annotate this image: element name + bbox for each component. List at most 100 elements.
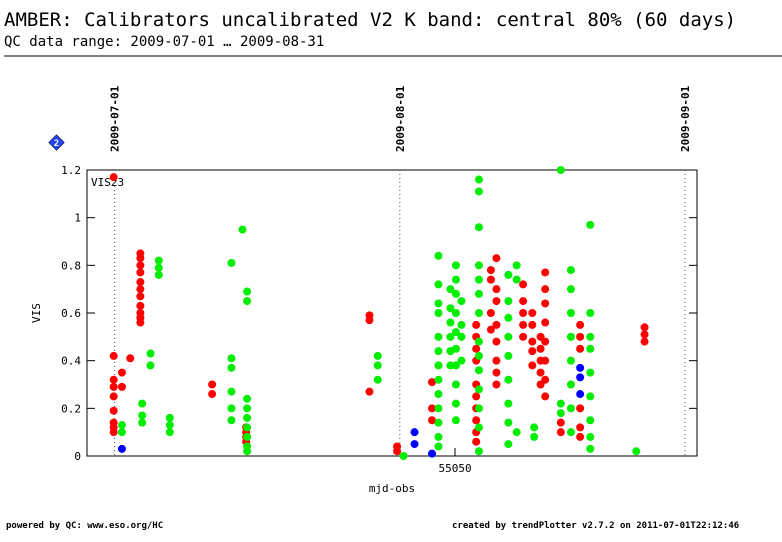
- data-point: [457, 297, 466, 306]
- data-point: [428, 449, 437, 458]
- data-point: [504, 270, 513, 279]
- data-point: [576, 344, 585, 353]
- data-point: [556, 428, 565, 437]
- data-point: [536, 368, 545, 377]
- data-point: [486, 325, 495, 334]
- data-point: [576, 390, 585, 399]
- y-tick-label: 1: [74, 212, 81, 225]
- data-point: [434, 347, 443, 356]
- data-point: [504, 332, 513, 341]
- data-point: [504, 418, 513, 427]
- y-axis-label: VIS: [30, 303, 43, 323]
- data-point: [632, 447, 641, 456]
- date-label: 2009-07-01: [109, 85, 122, 152]
- data-point: [434, 404, 443, 413]
- data-point: [165, 413, 174, 422]
- data-point: [451, 275, 460, 284]
- data-point: [566, 428, 575, 437]
- data-point: [530, 423, 539, 432]
- data-point: [243, 287, 252, 296]
- data-point: [136, 278, 145, 287]
- data-point: [154, 256, 163, 265]
- footer-right: created by trendPlotter v2.7.2 on 2011-0…: [452, 521, 739, 531]
- data-point: [136, 285, 145, 294]
- data-point: [243, 394, 252, 403]
- data-point: [640, 337, 649, 346]
- data-point: [474, 351, 483, 360]
- data-point: [492, 254, 501, 263]
- data-point: [586, 392, 595, 401]
- data-point: [474, 404, 483, 413]
- data-point: [434, 361, 443, 370]
- data-point: [586, 432, 595, 441]
- data-point: [474, 289, 483, 298]
- data-point: [243, 413, 252, 422]
- data-point: [576, 404, 585, 413]
- data-point: [541, 299, 550, 308]
- data-point: [566, 404, 575, 413]
- data-point: [208, 390, 217, 399]
- data-point: [519, 309, 528, 317]
- data-point: [154, 263, 163, 272]
- data-point: [457, 356, 466, 365]
- data-point: [243, 423, 252, 432]
- data-point: [117, 444, 126, 453]
- data-point: [566, 356, 575, 365]
- data-point: [428, 378, 437, 387]
- y-tick-label: 1.2: [61, 164, 81, 177]
- y-tick-label: 0.2: [61, 402, 81, 415]
- data-point: [446, 361, 455, 370]
- data-point: [566, 309, 575, 317]
- data-point: [472, 320, 481, 329]
- data-point: [486, 266, 495, 275]
- footer-left: powered by QC: www.eso.org/HC: [6, 521, 163, 531]
- data-point: [451, 328, 460, 337]
- chart-title: AMBER: Calibrators uncalibrated V2 K ban…: [4, 9, 736, 31]
- data-point: [428, 416, 437, 425]
- data-point: [492, 356, 501, 365]
- data-point: [428, 404, 437, 413]
- data-point: [486, 309, 495, 317]
- data-point: [117, 421, 126, 430]
- data-point: [566, 332, 575, 341]
- data-point: [434, 418, 443, 427]
- data-point: [586, 444, 595, 453]
- data-point: [373, 361, 382, 370]
- data-point: [474, 261, 483, 270]
- data-point: [541, 356, 550, 365]
- data-point: [434, 251, 443, 260]
- data-point: [446, 332, 455, 341]
- data-point: [410, 428, 419, 437]
- data-point: [474, 175, 483, 184]
- chart-subtitle: QC data range: 2009-07-01 … 2009-08-31: [4, 34, 324, 50]
- data-point: [109, 428, 118, 437]
- data-point: [512, 261, 521, 270]
- data-point: [365, 316, 374, 325]
- data-point: [492, 380, 501, 389]
- data-point: [138, 399, 147, 408]
- data-point: [556, 399, 565, 408]
- data-point: [457, 332, 466, 341]
- y-tick-label: 0.4: [61, 355, 81, 368]
- data-point: [227, 363, 236, 372]
- data-point: [109, 173, 118, 182]
- data-point: [136, 318, 145, 327]
- date-label: 2009-08-01: [394, 85, 407, 152]
- data-point: [530, 432, 539, 441]
- data-point: [566, 285, 575, 294]
- data-point: [410, 440, 419, 449]
- data-point: [243, 404, 252, 413]
- data-point: [136, 292, 145, 301]
- data-point: [566, 266, 575, 275]
- data-point: [451, 416, 460, 425]
- data-point: [472, 437, 481, 446]
- data-point: [451, 309, 460, 317]
- data-point: [541, 375, 550, 384]
- data-point: [504, 351, 513, 360]
- data-point: [109, 406, 118, 415]
- data-point: [528, 347, 537, 356]
- data-point: [586, 416, 595, 425]
- data-point: [492, 285, 501, 294]
- data-point: [586, 332, 595, 341]
